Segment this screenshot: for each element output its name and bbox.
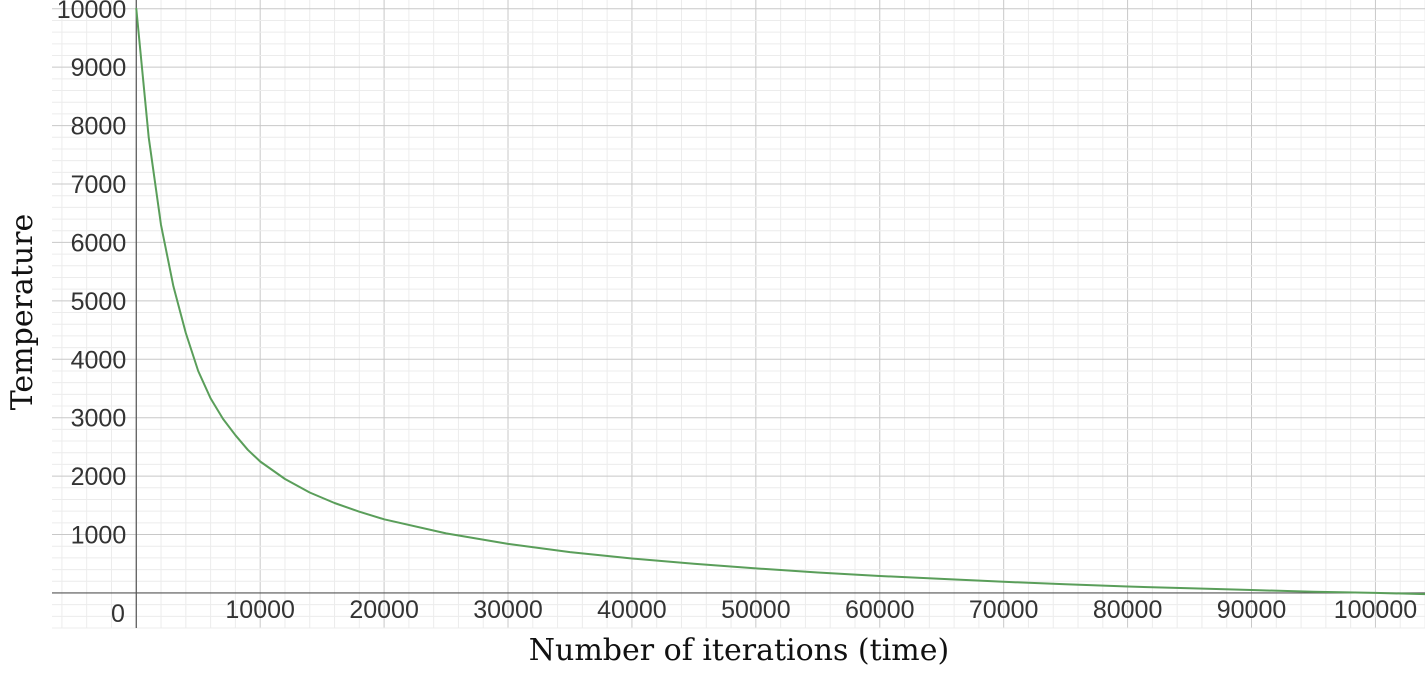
- x-tick-label: 50000: [721, 596, 791, 624]
- y-tick-labels: 1000 2000 3000 4000 5000 6000 7000 8000 9000 1000…: [57, 0, 127, 550]
- x-tick-label: 80000: [1093, 596, 1163, 624]
- x-tick-label: 40000: [597, 596, 667, 624]
- axes: [52, 0, 1425, 628]
- y-tick-label: 3000: [71, 405, 127, 433]
- x-tick-label: 20000: [349, 596, 419, 624]
- series-line: [135, 7, 1425, 596]
- x-tick-label: 10000: [225, 596, 295, 624]
- series-layer: [135, 7, 1425, 596]
- x-tick-label: 100000: [1334, 596, 1417, 624]
- y-tick-label: 5000: [71, 288, 127, 316]
- y-tick-label: 8000: [71, 113, 127, 141]
- y-tick-label: 10000: [57, 0, 127, 24]
- origin-label: 0: [111, 600, 125, 628]
- x-axis-title: Number of iterations (time): [529, 633, 949, 668]
- y-tick-label: 6000: [71, 229, 127, 257]
- grid: [52, 0, 1425, 629]
- y-tick-label: 2000: [71, 463, 127, 491]
- y-axis-title: Temperature: [5, 214, 40, 411]
- y-tick-label: 7000: [71, 171, 127, 199]
- y-tick-label: 9000: [71, 54, 127, 82]
- x-tick-label: 60000: [845, 596, 915, 624]
- y-tick-label: 4000: [71, 346, 127, 374]
- x-tick-label: 70000: [969, 596, 1039, 624]
- y-tick-label: 1000: [71, 522, 127, 550]
- x-tick-labels: 10000 20000 30000 40000 50000 60000 70000 80000…: [225, 596, 1417, 624]
- x-tick-label: 30000: [473, 596, 543, 624]
- x-tick-label: 90000: [1217, 596, 1287, 624]
